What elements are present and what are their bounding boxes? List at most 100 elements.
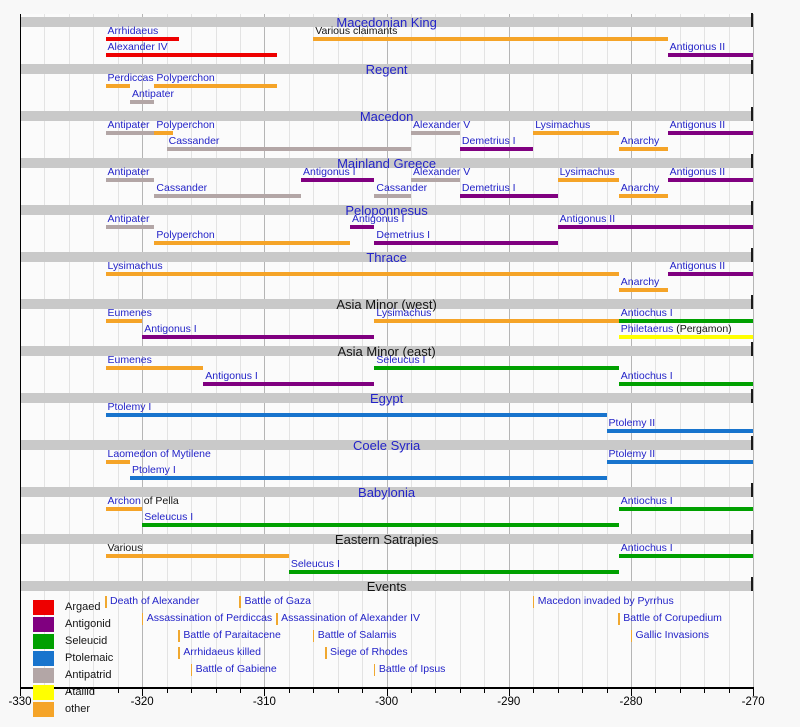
bar-label-archon[interactable]: Archon of Pella (107, 495, 179, 507)
bar-polyperchon (154, 241, 350, 245)
bar-antigonus-i (301, 178, 375, 182)
bar-label-antigonus-i[interactable]: Antigonus I (144, 323, 197, 335)
axis-tick--282 (606, 688, 608, 693)
bar-label-demetrius-i[interactable]: Demetrius I (461, 135, 516, 147)
event-label-siege-of-rhodes[interactable]: Siege of Rhodes (330, 646, 408, 658)
event-label-battle-of-gabiene[interactable]: Battle of Gabiene (195, 663, 277, 675)
event-label-assassination-of-alexander-iv[interactable]: Assassination of Alexander IV (281, 612, 421, 624)
bar-label-antigonus-ii[interactable]: Antigonus II (669, 119, 726, 131)
bar-label-antigonus-ii[interactable]: Antigonus II (669, 166, 726, 178)
bar-label-laomedon-of-mytilene[interactable]: Laomedon of Mytilene (107, 448, 211, 460)
bar-antigonus-ii (557, 225, 754, 229)
axis-tick--316 (191, 688, 193, 693)
bar-label-ptolemy-ii[interactable]: Ptolemy II (608, 448, 656, 460)
bar-label-demetrius-i[interactable]: Demetrius I (461, 182, 516, 194)
bar-label-antipater[interactable]: Antipater (107, 213, 150, 225)
bar-label-ptolemy-i[interactable]: Ptolemy I (131, 464, 176, 476)
event-label-death-of-alexander[interactable]: Death of Alexander (110, 595, 200, 607)
section-band-egypt (21, 393, 753, 403)
event-label-gallic-invasions[interactable]: Gallic Invasions (635, 629, 710, 641)
bar-label-perdiccas[interactable]: Perdiccas (107, 72, 154, 84)
bar-label-arrhidaeus[interactable]: Arrhidaeus (107, 25, 159, 37)
bar-label-anarchy[interactable]: Anarchy (620, 276, 660, 288)
bar-label-antigonus-ii[interactable]: Antigonus II (559, 213, 616, 225)
section-title-macedon[interactable]: Macedon (359, 109, 414, 124)
section-title-coele-syria[interactable]: Coele Syria (352, 438, 421, 453)
bar-label-antipater[interactable]: Antipater (107, 119, 150, 131)
bar-label-cassander[interactable]: Cassander (376, 182, 428, 194)
bar-label-suffix-philetaerus: (Pergamon) (673, 323, 732, 335)
event-label-battle-of-paraitacene[interactable]: Battle of Paraitacene (183, 629, 281, 641)
bar-label-eumenes[interactable]: Eumenes (107, 307, 152, 319)
bar-eumenes (105, 366, 204, 370)
bar-label-polyperchon[interactable]: Polyperchon (156, 72, 215, 84)
event-tick-battle-of-paraitacene (178, 629, 180, 642)
event-label-battle-of-corupedium[interactable]: Battle of Corupedium (623, 612, 722, 624)
bar-label-lysimachus[interactable]: Lysimachus (559, 166, 615, 178)
bar-label-demetrius-i[interactable]: Demetrius I (376, 229, 431, 241)
bar-label-alexander-v[interactable]: Alexander V (413, 119, 471, 131)
band-end-notch-mainland-greece (751, 154, 754, 168)
gridline--270 (753, 14, 755, 687)
section-title-mainland-greece[interactable]: Mainland Greece (337, 156, 437, 171)
bar-lysimachus (374, 319, 619, 323)
bar-label-seleucus-i[interactable]: Seleucus I (144, 511, 194, 523)
bar-label-philetaerus[interactable]: Philetaerus (Pergamon) (620, 323, 732, 335)
bar-label-antigonus-i[interactable]: Antigonus I (303, 166, 356, 178)
bar-label-antigonus-ii[interactable]: Antigonus II (669, 41, 726, 53)
section-title-macedonian-king[interactable]: Macedonian King (336, 15, 437, 30)
bar-various (105, 554, 289, 558)
bar-label-polyperchon[interactable]: Polyperchon (156, 229, 215, 241)
event-label-battle-of-salamis[interactable]: Battle of Salamis (317, 629, 397, 641)
bar-label-antiochus-i[interactable]: Antiochus I (620, 307, 673, 319)
bar-label-lysimachus[interactable]: Lysimachus (535, 119, 591, 131)
bar-ptolemy-ii (606, 429, 754, 433)
bar-label-seleucus-i[interactable]: Seleucus I (376, 354, 426, 366)
bar-label-antigonus-ii[interactable]: Antigonus II (669, 260, 726, 272)
band-end-notch-macedon (751, 107, 754, 121)
axis-tick--304 (337, 688, 339, 693)
section-title-regent[interactable]: Regent (365, 62, 408, 77)
bar-label-lysimachus[interactable]: Lysimachus (107, 260, 163, 272)
event-label-assassination-of-perdiccas[interactable]: Assassination of Perdiccas (146, 612, 273, 624)
bar-label-alexander-iv[interactable]: Alexander IV (107, 41, 168, 53)
bar-label-cassander[interactable]: Cassander (156, 182, 208, 194)
bar-label-seleucus-i[interactable]: Seleucus I (290, 558, 340, 570)
bar-label-antiochus-i[interactable]: Antiochus I (620, 542, 673, 554)
bar-label-lysimachus[interactable]: Lysimachus (376, 307, 432, 319)
bar-antipater (105, 178, 155, 182)
bar-label-eumenes[interactable]: Eumenes (107, 354, 152, 366)
bar-label-ptolemy-i[interactable]: Ptolemy I (107, 401, 152, 413)
event-label-arrhidaeus-killed[interactable]: Arrhidaeus killed (183, 646, 261, 658)
bar-label-polyperchon[interactable]: Polyperchon (156, 119, 215, 131)
bar-label-ptolemy-ii[interactable]: Ptolemy II (608, 417, 656, 429)
section-band-thrace (21, 252, 753, 262)
section-title-eastern-satrapies: Eastern Satrapies (334, 532, 439, 547)
event-label-battle-of-gaza[interactable]: Battle of Gaza (244, 595, 311, 607)
section-title-egypt[interactable]: Egypt (369, 391, 404, 406)
bar-antipater (129, 100, 155, 104)
section-title-thrace[interactable]: Thrace (366, 250, 407, 265)
bar-label-antipater[interactable]: Antipater (131, 88, 174, 100)
bar-label-antipater[interactable]: Antipater (107, 166, 150, 178)
bar-label-antiochus-i[interactable]: Antiochus I (620, 495, 673, 507)
bar-label-antigonus-i[interactable]: Antigonus I (205, 370, 258, 382)
bar-label-antiochus-i[interactable]: Antiochus I (620, 370, 673, 382)
bar-label-antigonus-i[interactable]: Antigonus I (351, 213, 405, 225)
bar-label-anarchy[interactable]: Anarchy (620, 182, 660, 194)
plot-left-border (19, 14, 21, 687)
bar-label-cassander[interactable]: Cassander (168, 135, 220, 147)
event-label-macedon-invaded-by-pyrrhus[interactable]: Macedon invaded by Pyrrhus (537, 595, 674, 607)
legend-swatch-seleucid (33, 634, 54, 649)
axis-tick--330 (20, 688, 21, 696)
bar-anarchy (618, 194, 668, 198)
event-label-battle-of-ipsus[interactable]: Battle of Ipsus (378, 663, 446, 675)
event-tick-battle-of-corupedium (618, 612, 620, 625)
section-band-macedonian-king (21, 17, 753, 27)
section-band-asia-minor-east (21, 346, 753, 356)
section-title-babylonia[interactable]: Babylonia (358, 485, 416, 500)
event-tick-assassination-of-perdiccas (141, 612, 144, 625)
section-title-peloponnesus[interactable]: Peloponnesus (345, 203, 428, 218)
bar-label-anarchy[interactable]: Anarchy (620, 135, 660, 147)
bar-label-alexander-v[interactable]: Alexander V (413, 166, 471, 178)
